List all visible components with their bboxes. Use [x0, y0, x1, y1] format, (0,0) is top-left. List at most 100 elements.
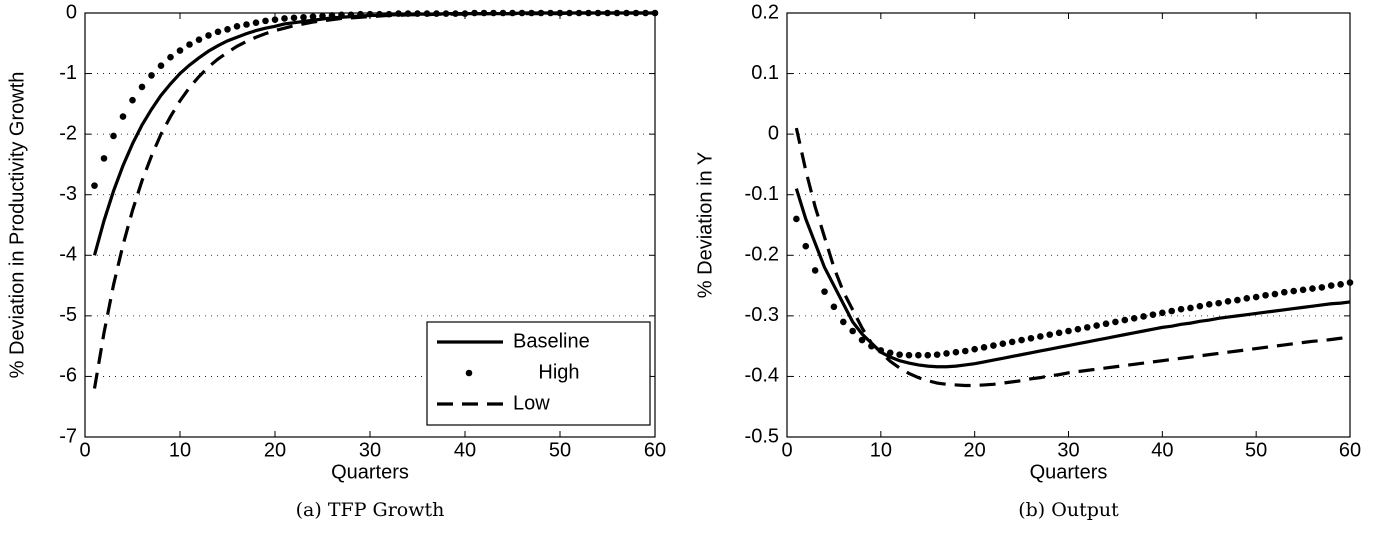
marker [442, 10, 450, 17]
marker [971, 345, 978, 353]
marker [281, 15, 288, 22]
series-line [794, 188, 1351, 369]
marker [1046, 331, 1054, 338]
marker [1130, 314, 1138, 322]
marker [1205, 301, 1213, 308]
marker [1262, 291, 1269, 299]
y-tick-label: -6 [59, 365, 77, 387]
marker [1112, 318, 1119, 326]
y-axis-label: % Deviation in Productivity Growth [6, 72, 28, 379]
marker [328, 12, 336, 19]
marker [186, 41, 193, 48]
legend-box [426, 321, 651, 426]
marker [271, 16, 279, 23]
marker [1159, 309, 1166, 317]
y-tick-label: -5 [59, 304, 77, 326]
marker [1318, 284, 1326, 291]
marker [642, 9, 649, 17]
x-tick-label: 40 [454, 439, 476, 461]
y-tick-label: -2 [59, 122, 77, 144]
marker [395, 10, 402, 17]
marker [252, 19, 260, 26]
marker [148, 72, 155, 79]
x-axis-label: Quarters [1030, 461, 1108, 483]
marker [1243, 294, 1251, 302]
marker [1121, 316, 1129, 324]
marker [933, 351, 941, 358]
marker [157, 62, 165, 69]
y-tick-label: -3 [59, 183, 77, 205]
marker [1271, 290, 1279, 298]
marker [366, 10, 374, 18]
marker [566, 9, 573, 17]
marker [195, 36, 203, 43]
marker [1234, 296, 1241, 304]
marker [952, 348, 960, 356]
marker [1252, 293, 1260, 301]
marker [1215, 299, 1222, 307]
legend: Baseline High Low [426, 321, 651, 426]
y-tick-label: -0.1 [745, 183, 779, 205]
marker [990, 342, 997, 349]
y-tick-label: 0 [768, 122, 779, 144]
marker [1018, 336, 1025, 344]
marker [1140, 313, 1147, 320]
x-tick-label: 50 [1245, 439, 1267, 461]
marker [858, 336, 866, 344]
caption: (b) Output [1018, 499, 1119, 521]
x-tick-label: 20 [964, 439, 986, 461]
x-tick-label: 60 [644, 439, 666, 461]
marker [1093, 322, 1100, 329]
marker [319, 12, 326, 20]
marker [905, 351, 913, 359]
x-tick-label: 10 [870, 439, 892, 461]
marker [138, 83, 146, 91]
y-tick-label: -1 [59, 62, 77, 84]
marker [300, 13, 307, 21]
marker [1065, 327, 1072, 335]
legend-label: Baseline [513, 330, 590, 352]
marker [840, 318, 847, 326]
x-tick-label: 50 [549, 439, 571, 461]
marker [1149, 311, 1157, 318]
marker [119, 113, 127, 120]
marker [1299, 286, 1307, 294]
marker [1196, 302, 1204, 310]
marker [1177, 305, 1185, 313]
marker [243, 21, 250, 28]
y-tick-label: -0.2 [745, 244, 779, 266]
marker [999, 340, 1007, 348]
marker [338, 11, 345, 19]
marker [613, 9, 621, 17]
marker [1327, 282, 1335, 289]
marker [896, 351, 903, 358]
marker [1027, 334, 1035, 342]
marker [224, 26, 231, 33]
marker [129, 96, 136, 104]
marker [309, 13, 317, 20]
x-tick-label: 30 [1057, 439, 1079, 461]
marker [1309, 285, 1316, 292]
marker [262, 17, 269, 25]
marker [1074, 325, 1082, 333]
x-tick-label: 20 [264, 439, 286, 461]
marker [205, 32, 212, 39]
legend-label: Low [513, 392, 550, 414]
marker [886, 349, 894, 357]
marker [1224, 298, 1232, 305]
marker [594, 9, 602, 17]
marker [1037, 333, 1044, 340]
y-tick-label: -0.5 [745, 425, 779, 447]
y-tick-label: -7 [59, 425, 77, 447]
x-tick-label: 10 [169, 439, 191, 461]
x-tick-label: 0 [781, 439, 792, 461]
marker [1187, 304, 1194, 312]
marker [176, 47, 184, 54]
marker [100, 155, 108, 162]
y-tick-label: 0.2 [751, 1, 779, 23]
marker [1102, 320, 1110, 328]
marker [849, 327, 856, 335]
y-axis-label: % Deviation in Y [694, 152, 716, 298]
marker [214, 28, 222, 36]
